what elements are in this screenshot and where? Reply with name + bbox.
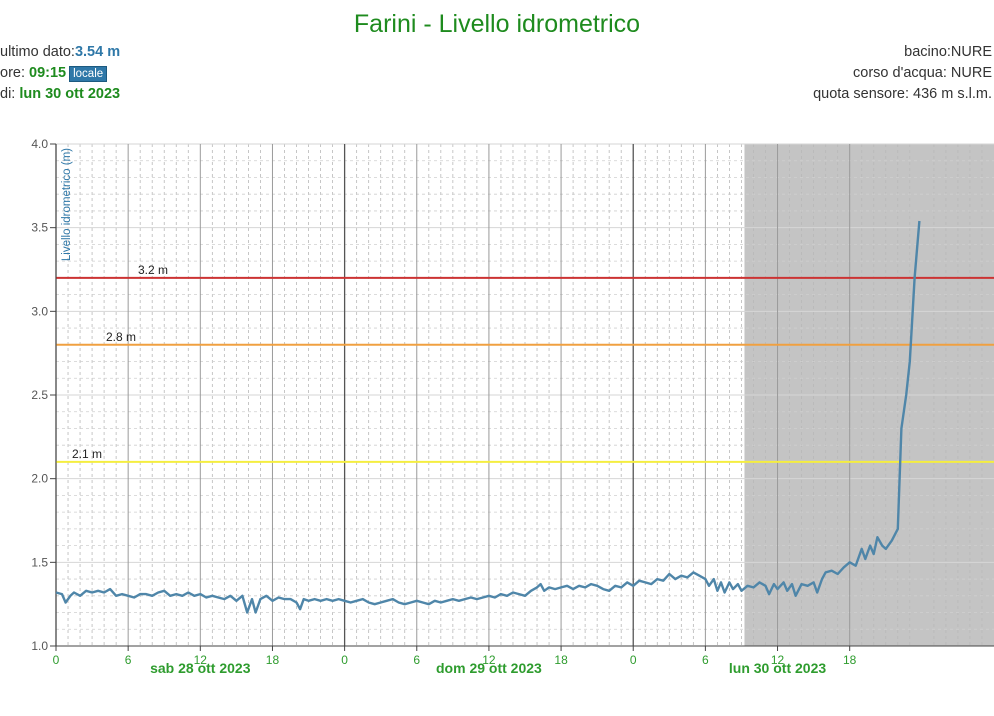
basin-info: bacino:NURE <box>904 44 992 60</box>
time-zone-badge[interactable]: locale <box>69 66 108 82</box>
x-tick-label: 12 <box>482 653 496 667</box>
altitude-info: quota sensore: 436 m s.l.m. <box>813 86 992 102</box>
x-tick-label: 6 <box>125 653 132 667</box>
x-tick-label: 18 <box>554 653 568 667</box>
x-tick-label: 0 <box>341 653 348 667</box>
x-tick-label: 12 <box>771 653 785 667</box>
station-info-panel: bacino:NURE corso d'acqua: NURE quota se… <box>813 42 992 105</box>
x-tick-label: 0 <box>53 653 60 667</box>
x-tick-label: 0 <box>630 653 637 667</box>
last-value-row: ultimo dato:3.54 m <box>0 42 120 63</box>
y-tick-label: 3.5 <box>31 221 48 235</box>
time-value: 09:15 <box>29 65 67 81</box>
date-label: di: <box>0 86 20 102</box>
water-level-chart[interactable]: 3.2 m 2.8 m 2.1 m 1.0 1.5 2.0 2.5 3.0 3.5 4.0 Live… <box>0 128 994 716</box>
y-tick-label: 4.0 <box>31 137 48 151</box>
y-axis-label: Livello idrometrico (m) <box>61 148 73 261</box>
x-tick-label: 12 <box>194 653 208 667</box>
x-tick-label: 6 <box>413 653 420 667</box>
threshold-label: 2.1 m <box>72 447 102 461</box>
x-tick-label: 18 <box>843 653 857 667</box>
y-tick-label: 1.5 <box>31 555 48 569</box>
date-value: lun 30 ott 2023 <box>19 86 121 102</box>
water-level-series-line <box>55 220 921 614</box>
last-value-label: ultimo dato: <box>0 44 75 60</box>
threshold-label: 2.8 m <box>106 330 136 344</box>
day-label: dom 29 ott 2023 <box>436 660 542 676</box>
threshold-label: 3.2 m <box>138 263 168 277</box>
y-tick-label: 1.0 <box>31 639 48 653</box>
time-row: ore: 09:15 locale <box>0 63 120 84</box>
y-tick-label: 3.0 <box>31 304 48 318</box>
last-value: 3.54 m <box>74 44 121 60</box>
y-tick-label: 2.5 <box>31 388 48 402</box>
day-label: lun 30 ott 2023 <box>729 660 826 676</box>
time-label: ore: <box>0 65 30 81</box>
river-info: corso d'acqua: NURE <box>853 65 992 81</box>
chart-title: Farini - Livello idrometrico <box>353 10 641 38</box>
x-tick-label: 18 <box>266 653 280 667</box>
day-label: sab 28 ott 2023 <box>150 660 251 676</box>
x-tick-label: 6 <box>702 653 709 667</box>
date-row: di: lun 30 ott 2023 <box>0 84 120 105</box>
y-tick-label: 2.0 <box>31 472 48 486</box>
last-reading-panel: ultimo dato:3.54 m ore: 09:15 locale di: … <box>0 42 120 105</box>
